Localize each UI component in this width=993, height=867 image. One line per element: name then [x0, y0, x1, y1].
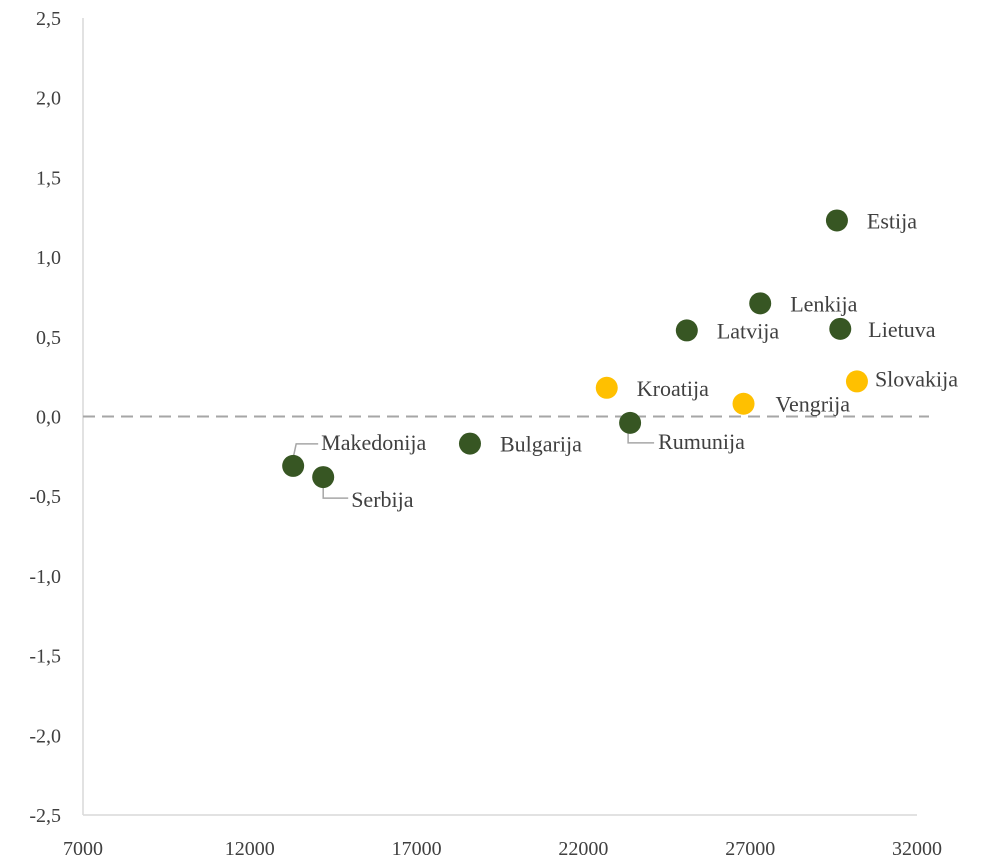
data-point	[829, 317, 852, 340]
point-label: Estija	[867, 208, 917, 233]
point-label: Vengrija	[776, 392, 851, 417]
y-tick-label: -1,0	[29, 566, 61, 588]
point-label: Lietuva	[868, 317, 935, 342]
data-point	[675, 319, 698, 342]
data-point	[282, 454, 305, 477]
point-label: Bulgarija	[500, 432, 582, 457]
data-points	[282, 209, 868, 489]
leader-lines	[292, 430, 655, 499]
point-labels: Estija Lenkija Latvija Lietuva Kroatija Slova…	[321, 208, 958, 512]
y-tick-label: -2,5	[29, 805, 61, 827]
point-label: Slovakija	[875, 366, 958, 391]
x-tick-label: 12000	[225, 838, 275, 860]
x-tick-label: 22000	[558, 838, 608, 860]
x-tick-label: 7000	[63, 838, 103, 860]
data-point	[619, 411, 642, 434]
y-tick-label: -1,5	[29, 646, 61, 668]
data-point	[595, 376, 618, 399]
data-point	[749, 292, 772, 315]
data-point	[732, 392, 755, 415]
point-label: Latvija	[717, 318, 780, 343]
leader-line	[627, 430, 655, 444]
data-point	[825, 209, 848, 232]
axes: 2,5 2,0 1,5 1,0 0,5 0,0 -0,5 -1,0 -1,5 -2,0 -2,570…	[29, 8, 942, 860]
leader-line	[322, 485, 349, 499]
point-label: Makedonija	[321, 430, 426, 455]
y-tick-label: 2,5	[36, 8, 61, 30]
x-tick-label: 27000	[725, 838, 775, 860]
y-tick-label: 1,0	[36, 247, 61, 269]
point-label: Lenkija	[790, 291, 857, 316]
data-point	[845, 370, 868, 393]
x-tick-label: 32000	[892, 838, 942, 860]
y-tick-label: 2,0	[36, 88, 61, 110]
point-label: Rumunija	[658, 429, 745, 454]
y-tick-label: -2,0	[29, 725, 61, 747]
data-point	[312, 466, 335, 489]
point-label: Kroatija	[637, 376, 709, 401]
y-tick-label: 1,5	[36, 167, 61, 189]
x-tick-label: 17000	[392, 838, 442, 860]
leader-line	[292, 443, 319, 459]
y-tick-label: 0,5	[36, 327, 61, 349]
data-point	[458, 432, 481, 455]
y-tick-label: -0,5	[29, 486, 61, 508]
point-label: Serbija	[351, 487, 414, 512]
y-tick-label: 0,0	[36, 407, 61, 429]
